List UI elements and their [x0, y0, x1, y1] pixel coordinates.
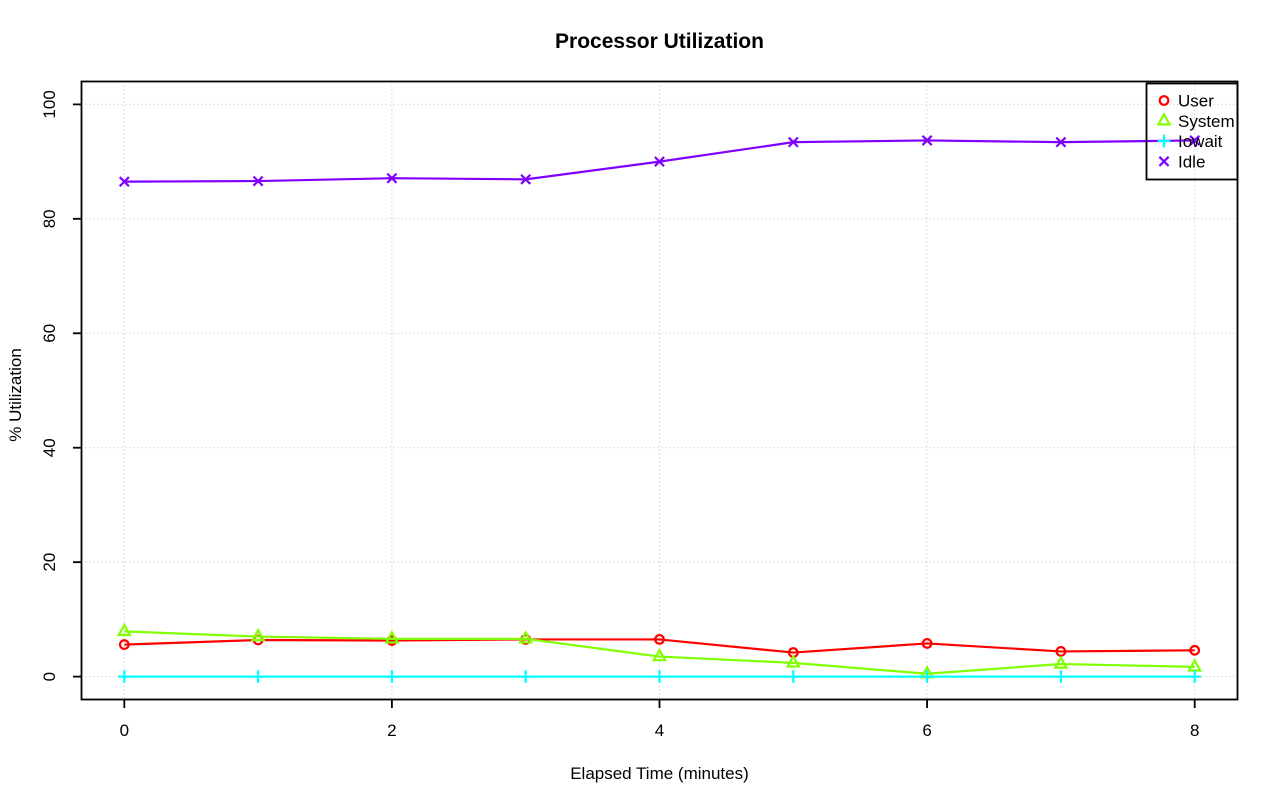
legend-box — [1145, 82, 1239, 181]
x-tick-label: 4 — [655, 721, 664, 740]
legend-entry-idle: Idle — [1158, 152, 1205, 171]
data-marker — [250, 627, 266, 642]
data-marker — [520, 173, 532, 185]
data-marker — [385, 670, 399, 683]
legend-marker-plus — [1157, 134, 1171, 148]
data-marker — [251, 670, 265, 683]
data-marker — [787, 136, 799, 148]
legend-entry-system: System — [1156, 112, 1235, 131]
data-marker — [518, 630, 534, 644]
legend-entry-user: User — [1158, 92, 1214, 111]
data-marker — [384, 630, 400, 644]
data-marker — [1054, 670, 1068, 683]
legend-label: Iowait — [1178, 132, 1223, 151]
chart-title: Processor Utilization — [555, 30, 764, 53]
data-marker — [1189, 135, 1201, 146]
series-line — [124, 630, 1195, 675]
data-marker — [118, 176, 130, 188]
x-tick-label: 2 — [387, 721, 396, 740]
y-axis-label: % Utilization — [6, 348, 25, 442]
x-tick-label: 8 — [1190, 721, 1199, 740]
y-tick-label: 40 — [40, 438, 59, 457]
legend-label: User — [1178, 92, 1214, 111]
legend-marker-circle — [1158, 95, 1170, 106]
data-marker — [519, 670, 533, 683]
data-marker — [116, 622, 132, 637]
series-iowait — [118, 670, 1201, 683]
legend-entry-iowait: Iowait — [1157, 132, 1223, 151]
legend-label: Idle — [1178, 152, 1205, 171]
x-tick-label: 0 — [120, 721, 129, 740]
series-line — [124, 638, 1195, 654]
data-marker — [118, 670, 131, 683]
series-system — [116, 622, 1203, 679]
data-marker — [920, 670, 934, 683]
y-tick-label: 100 — [40, 90, 59, 118]
data-marker — [252, 175, 264, 187]
data-marker — [1188, 670, 1201, 683]
data-marker — [1189, 644, 1201, 656]
y-tick-label: 60 — [40, 324, 59, 343]
y-tick-label: 20 — [40, 553, 59, 572]
gridlines — [81, 81, 1238, 700]
legend-marker-triangle — [1156, 112, 1172, 126]
data-marker — [1053, 655, 1069, 669]
series-idle — [118, 135, 1201, 188]
data-marker — [921, 638, 933, 649]
data-marker — [1055, 136, 1067, 148]
data-marker — [654, 634, 665, 645]
data-marker — [386, 172, 398, 184]
legend-marker-x — [1158, 156, 1170, 167]
data-marker — [921, 135, 933, 146]
y-tick-label: 0 — [40, 672, 59, 681]
legend-label: System — [1178, 112, 1235, 131]
data-marker — [654, 156, 665, 167]
x-tick-label: 6 — [922, 721, 931, 740]
data-marker — [652, 647, 667, 662]
x-axis-label: Elapsed Time (minutes) — [570, 764, 749, 783]
y-tick-label: 80 — [40, 209, 59, 228]
data-marker — [785, 654, 801, 668]
data-marker — [653, 670, 666, 683]
data-marker — [1187, 658, 1203, 672]
data-marker — [786, 670, 800, 683]
data-marker — [118, 639, 130, 650]
